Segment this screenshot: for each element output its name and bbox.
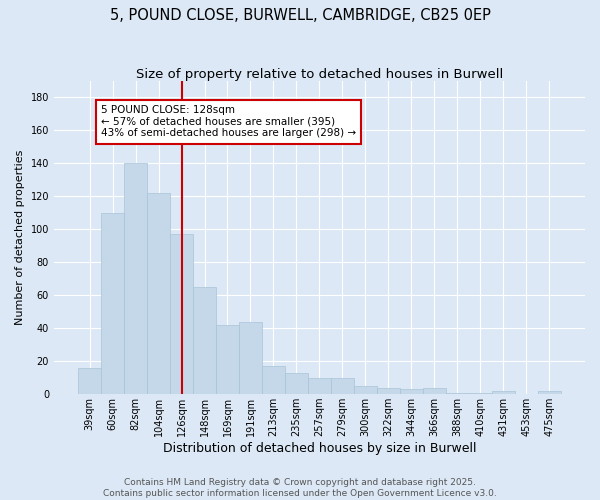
Bar bbox=[78, 368, 101, 394]
Y-axis label: Number of detached properties: Number of detached properties bbox=[15, 150, 25, 325]
Bar bbox=[308, 378, 331, 394]
Text: Contains HM Land Registry data © Crown copyright and database right 2025.
Contai: Contains HM Land Registry data © Crown c… bbox=[103, 478, 497, 498]
Bar bbox=[377, 388, 400, 394]
Bar bbox=[170, 234, 193, 394]
Bar bbox=[538, 391, 561, 394]
Text: 5, POUND CLOSE, BURWELL, CAMBRIDGE, CB25 0EP: 5, POUND CLOSE, BURWELL, CAMBRIDGE, CB25… bbox=[110, 8, 490, 22]
Bar bbox=[285, 372, 308, 394]
Bar bbox=[193, 287, 216, 394]
Bar bbox=[239, 322, 262, 394]
Bar bbox=[423, 388, 446, 394]
Bar bbox=[124, 163, 147, 394]
Title: Size of property relative to detached houses in Burwell: Size of property relative to detached ho… bbox=[136, 68, 503, 80]
Bar bbox=[101, 212, 124, 394]
Bar bbox=[469, 392, 492, 394]
Bar bbox=[492, 391, 515, 394]
Bar bbox=[216, 325, 239, 394]
Text: 5 POUND CLOSE: 128sqm
← 57% of detached houses are smaller (395)
43% of semi-det: 5 POUND CLOSE: 128sqm ← 57% of detached … bbox=[101, 106, 356, 138]
Bar bbox=[400, 389, 423, 394]
Bar bbox=[354, 386, 377, 394]
Bar bbox=[262, 366, 285, 394]
Bar bbox=[331, 378, 354, 394]
X-axis label: Distribution of detached houses by size in Burwell: Distribution of detached houses by size … bbox=[163, 442, 476, 455]
Bar bbox=[147, 193, 170, 394]
Bar bbox=[446, 392, 469, 394]
